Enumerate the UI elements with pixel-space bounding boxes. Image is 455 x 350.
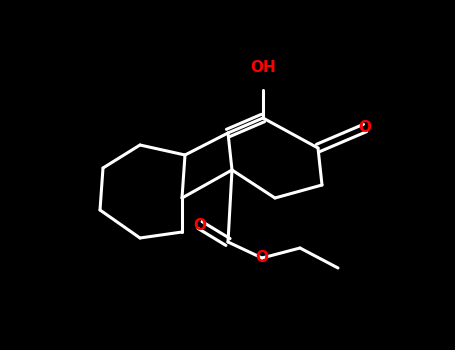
Text: O: O <box>256 251 268 266</box>
Text: O: O <box>359 120 371 135</box>
Text: OH: OH <box>250 61 276 76</box>
Text: O: O <box>193 217 207 232</box>
